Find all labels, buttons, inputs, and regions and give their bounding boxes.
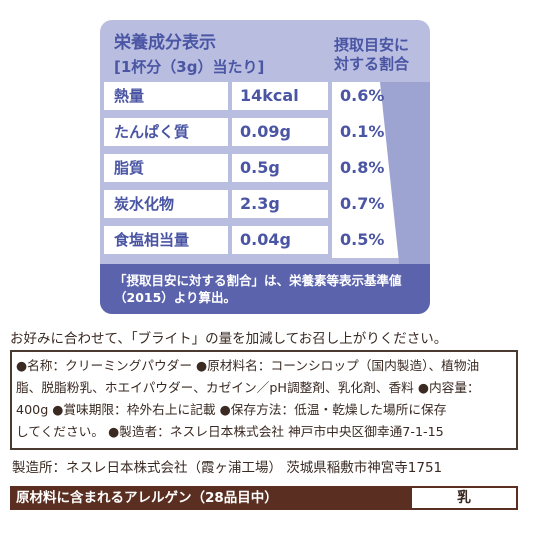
note-band [100,264,430,314]
nutrition-row-protein: たんぱく質 0.09g 0.1% [100,118,430,146]
note-line2: （2015）より算出。 [114,290,237,305]
nutrient-percent: 0.1% [340,122,385,141]
details-line2: 脂、脱脂粉乳、ホエイパウダー、カゼイン／pH調整剤、乳化剤、香料 ●内容量： [16,380,480,395]
nutrient-name: 脂質 [104,154,228,182]
ratio-header: 摂取目安に 対する割合 [334,36,424,74]
nutrition-row-carbohydrate: 炭水化物 2.3g 0.7% [100,190,430,218]
nutrient-value: 14kcal [232,82,328,110]
product-details-box [10,350,518,450]
nutrient-percent: 0.8% [340,158,385,177]
nutrition-title: 栄養成分表示 [114,33,216,53]
allergen-value: 乳 [412,488,516,508]
note-line1: 「摂取目安に対する割合」は、栄養素等表示基準値 [114,273,402,288]
product-details: ●名称：クリーミングパウダー ●原材料名：コーンシロップ（国内製造）、植物油 脂… [16,355,516,443]
nutrition-row-energy: 熱量 14kcal 0.6% [100,82,430,110]
diagonal-shape [380,82,430,272]
details-line4: してください。 ●製造者：ネスレ日本株式会社 神戸市中央区御幸通7-1-15 [16,424,444,439]
serving-size: [1杯分（3g）当たり] [114,58,265,76]
nutrition-row-fat: 脂質 0.5g 0.8% [100,154,430,182]
ratio-header-line2: 対する割合 [334,55,410,73]
nutrient-name: 熱量 [104,82,228,110]
nutrient-name: 炭水化物 [104,190,228,218]
nutrition-note: 「摂取目安に対する割合」は、栄養素等表示基準値 （2015）より算出。 [114,272,424,306]
nutrient-value: 0.09g [232,118,328,146]
nutrition-panel: 栄養成分表示 [1杯分（3g）当たり] 摂取目安に 対する割合 熱量 14kca… [100,20,430,314]
ratio-header-line1: 摂取目安に [334,36,410,54]
nutrition-row-salt: 食塩相当量 0.04g 0.5% [100,226,430,254]
manufacturing-site: 製造所：ネスレ日本株式会社（霞ヶ浦工場） 茨城県稲敷市神宮寺1751 [12,460,443,476]
details-line1: ●名称：クリーミングパウダー ●原材料名：コーンシロップ（国内製造）、植物油 [16,358,480,373]
usage-instruction: お好みに合わせて、「ブライト」の量を加減してお召し上がりください。 [10,331,448,347]
nutrient-value: 0.5g [232,154,328,182]
allergen-label: 原材料に含まれるアレルゲン（28品目中） [16,490,278,506]
nutrient-name: 食塩相当量 [104,226,228,254]
nutrient-name: たんぱく質 [104,118,228,146]
nutrient-percent: 0.6% [340,86,385,105]
nutrient-percent: 0.5% [340,230,385,249]
nutrient-value: 2.3g [232,190,328,218]
nutrient-percent: 0.7% [340,194,385,213]
details-line3: 400g ●賞味期限：枠外右上に記載 ●保存方法：低温・乾燥した場所に保存 [16,402,447,417]
nutrient-value: 0.04g [232,226,328,254]
